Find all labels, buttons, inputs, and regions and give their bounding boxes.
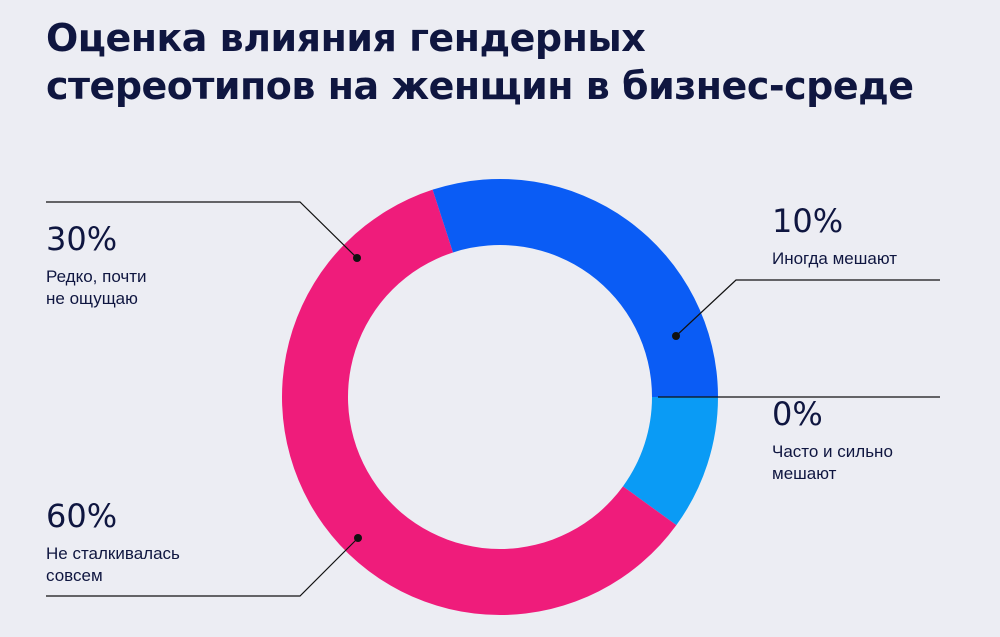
chart-title: Оценка влияния гендерных стереотипов на … — [46, 14, 966, 110]
label-rare-text-line-1: Редко, почти — [46, 267, 147, 286]
label-never: 60% Не сталкивалась совсем — [46, 497, 246, 587]
label-rare-text: Редко, почти не ощущаю — [46, 266, 196, 310]
label-never-percent: 60% — [46, 497, 118, 535]
label-sometimes-text-line-1: Иногда мешают — [772, 249, 897, 268]
label-rare-text-line-2: не ощущаю — [46, 289, 138, 308]
label-never-text-line-2: совсем — [46, 566, 103, 585]
leader-dot-rare — [353, 254, 361, 262]
leader-line-sometimes — [675, 279, 940, 337]
label-often-text-line-1: Часто и сильно — [772, 442, 893, 461]
leader-dot-sometimes — [672, 332, 680, 340]
label-often-percent: 0% — [772, 395, 823, 433]
chart-title-line-2: стереотипов на женщин в бизнес-среде — [46, 64, 914, 108]
label-sometimes-text: Иногда мешают — [772, 248, 922, 270]
label-sometimes-percent: 10% — [772, 202, 844, 240]
leader-dot-never — [354, 534, 362, 542]
label-sometimes: 10% Иногда мешают — [772, 202, 972, 270]
donut-slice-sometimes — [622, 397, 718, 526]
label-rare: 30% Редко, почти не ощущаю — [46, 220, 246, 310]
donut-slice-never — [281, 189, 677, 616]
label-often-text-line-2: мешают — [772, 464, 837, 483]
leader-line-rare — [46, 201, 358, 259]
donut-slice-rare — [432, 178, 718, 397]
label-rare-percent: 30% — [46, 220, 118, 258]
leader-line-never — [46, 537, 359, 597]
label-often-text: Часто и сильно мешают — [772, 441, 922, 485]
label-never-text: Не сталкивалась совсем — [46, 543, 196, 587]
chart-title-line-1: Оценка влияния гендерных — [46, 16, 646, 60]
label-never-text-line-1: Не сталкивалась — [46, 544, 180, 563]
label-often: 0% Часто и сильно мешают — [772, 395, 972, 485]
